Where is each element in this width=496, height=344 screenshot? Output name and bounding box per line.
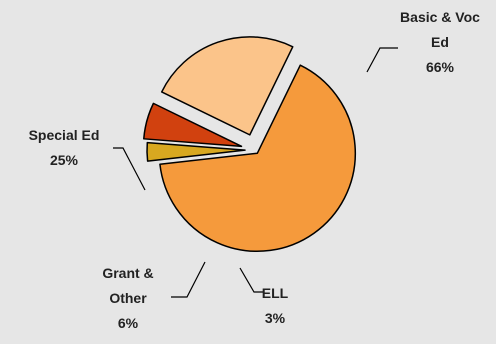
slice-value-label: 25% xyxy=(50,152,79,168)
slice-category-label: Other xyxy=(109,290,147,306)
leader-line-basic-and-voc-ed xyxy=(366,47,398,73)
slice-category-label: Ed xyxy=(431,34,449,50)
slice-category-label: Special Ed xyxy=(29,127,100,143)
slice-value-label: 3% xyxy=(265,310,286,326)
pie-slice-grant-and-other xyxy=(143,102,243,148)
slice-label-ell: ELL 3% xyxy=(262,285,289,326)
slice-category-label: Basic & Voc xyxy=(400,9,480,25)
slice-value-label: 6% xyxy=(118,315,139,331)
slice-category-label: Grant & xyxy=(102,265,153,281)
leader-line-special-ed xyxy=(113,147,146,191)
pie-slice-basic-and-voc-ed xyxy=(159,64,356,252)
slice-value-label: 66% xyxy=(426,59,455,75)
leader-line-grant-and-other xyxy=(171,261,206,298)
slice-label-special-ed: Special Ed 25% xyxy=(29,127,100,168)
pie-slice-special-ed xyxy=(160,36,294,136)
slice-category-label: ELL xyxy=(262,285,289,301)
leader-line-ell xyxy=(239,267,263,293)
pie-slice-ell xyxy=(146,141,246,162)
slice-label-grant-and-other: Grant & Other 6% xyxy=(102,265,153,331)
slice-label-basic-and-voc-ed: Basic & Voc Ed 66% xyxy=(400,9,480,75)
